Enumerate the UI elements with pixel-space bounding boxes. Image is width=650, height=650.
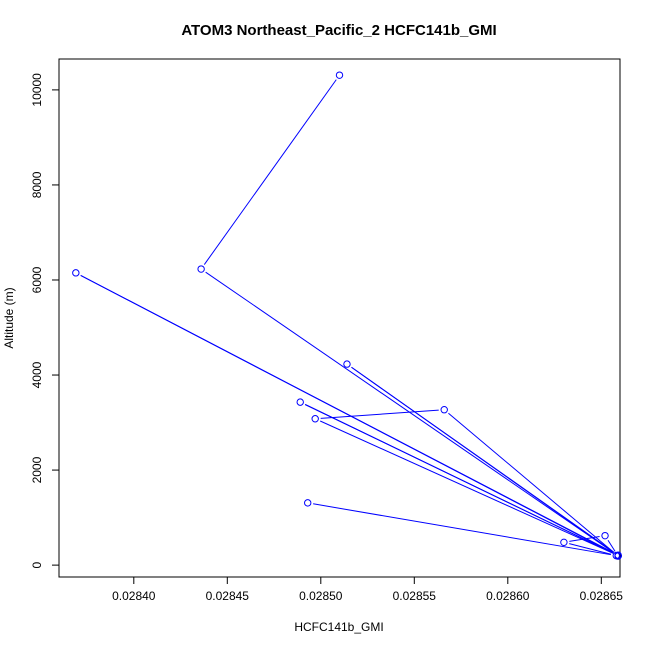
series-segment — [351, 366, 614, 553]
series-segment — [448, 412, 615, 553]
data-point — [343, 360, 351, 368]
series-segment — [569, 536, 600, 542]
series-segment — [320, 409, 439, 419]
x-tick-label: 0.02865 — [580, 589, 624, 603]
data-point — [296, 398, 304, 406]
y-tick-label: 0 — [30, 561, 44, 568]
y-tick-label: 2000 — [30, 456, 44, 483]
y-tick-label: 6000 — [30, 266, 44, 293]
x-axis: 0.02840 0.02845 0.02850 0.02855 0.02860 0.028… — [112, 576, 624, 603]
data-point — [440, 406, 448, 414]
data-point — [612, 551, 620, 560]
y-tick-label: 10000 — [30, 73, 44, 107]
data-point — [601, 531, 609, 540]
chart-title: ATOM3 Northeast_Pacific_2 HCFC141b_GMI — [181, 22, 496, 39]
series-segment — [569, 543, 612, 555]
x-tick-label: 0.02860 — [486, 589, 530, 603]
series-segment — [304, 404, 614, 554]
data-point — [335, 71, 344, 79]
x-tick-label: 0.02845 — [206, 589, 250, 603]
series-segment — [607, 540, 616, 552]
y-axis: 0 2000 4000 6000 8000 10000 — [30, 73, 60, 568]
y-tick-label: 8000 — [30, 171, 44, 198]
y-tick-label: 4000 — [30, 361, 44, 388]
x-tick-label: 0.02855 — [393, 589, 437, 603]
data-point — [560, 538, 568, 547]
series-segment — [80, 274, 614, 554]
series-layer — [72, 71, 622, 560]
data-point — [304, 499, 312, 507]
y-axis-label: Altitude (m) — [2, 287, 16, 348]
data-point — [311, 415, 319, 423]
x-tick-label: 0.02850 — [299, 589, 343, 603]
x-tick-label: 0.02840 — [112, 589, 156, 603]
data-point — [197, 265, 205, 273]
series-segment — [203, 79, 337, 265]
data-point — [72, 269, 80, 277]
series-segment — [313, 503, 611, 556]
series-segment — [319, 420, 614, 554]
x-axis-label: HCFC141b_GMI — [294, 620, 383, 634]
